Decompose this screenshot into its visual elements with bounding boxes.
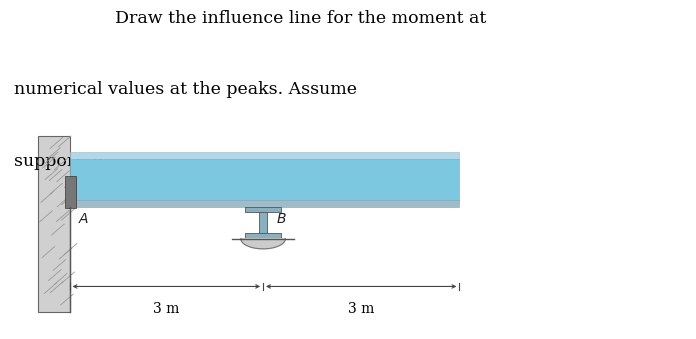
Bar xyxy=(70,200,459,207)
Bar xyxy=(245,207,281,212)
Text: $A$: $A$ xyxy=(78,212,89,226)
Bar xyxy=(259,212,267,233)
Bar xyxy=(70,159,459,201)
Text: $B$: $B$ xyxy=(276,212,286,226)
Bar xyxy=(38,136,70,312)
Text: 3 m: 3 m xyxy=(153,302,180,316)
Bar xyxy=(70,152,459,159)
Text: support at: support at xyxy=(14,153,110,170)
Bar xyxy=(245,233,281,239)
Text: numerical values at the peaks. Assume: numerical values at the peaks. Assume xyxy=(14,81,363,98)
Text: Draw the influence line for the moment at: Draw the influence line for the moment a… xyxy=(115,10,491,27)
Text: 3 m: 3 m xyxy=(348,302,374,316)
Polygon shape xyxy=(241,239,285,249)
Bar xyxy=(65,176,76,208)
